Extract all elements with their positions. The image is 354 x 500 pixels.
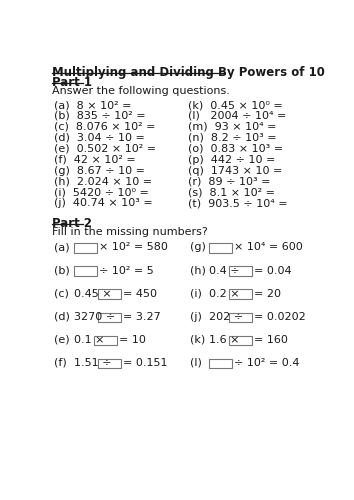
Text: (c)  8.076 × 10² =: (c) 8.076 × 10² = [53, 122, 155, 132]
Text: 0.4 ÷: 0.4 ÷ [209, 266, 239, 276]
Text: (g): (g) [190, 242, 206, 252]
Text: (d)  3.04 ÷ 10 =: (d) 3.04 ÷ 10 = [53, 133, 144, 143]
Text: (d): (d) [53, 312, 69, 322]
FancyBboxPatch shape [229, 336, 252, 345]
FancyBboxPatch shape [209, 244, 232, 252]
Text: = 3.27: = 3.27 [124, 312, 161, 322]
Text: (f): (f) [53, 358, 66, 368]
Text: (l)   2004 ÷ 10⁴ =: (l) 2004 ÷ 10⁴ = [188, 111, 287, 121]
Text: × 10⁴ = 600: × 10⁴ = 600 [234, 242, 303, 252]
Text: (a)  8 × 10² =: (a) 8 × 10² = [53, 100, 131, 110]
FancyBboxPatch shape [94, 336, 117, 345]
Text: 0.45 ×: 0.45 × [74, 288, 111, 298]
Text: (c): (c) [53, 288, 68, 298]
Text: 1.51 ÷: 1.51 ÷ [74, 358, 111, 368]
FancyBboxPatch shape [209, 359, 232, 368]
Text: = 20: = 20 [254, 288, 281, 298]
Text: (r)  89 ÷ 10³ =: (r) 89 ÷ 10³ = [188, 176, 271, 186]
Text: = 0.151: = 0.151 [124, 358, 168, 368]
Text: (i): (i) [190, 288, 202, 298]
Text: (k): (k) [190, 335, 205, 345]
Text: ÷ 10² = 5: ÷ 10² = 5 [99, 266, 154, 276]
Text: = 160: = 160 [254, 335, 288, 345]
Text: 1.6 ×: 1.6 × [209, 335, 239, 345]
Text: × 10² = 580: × 10² = 580 [99, 242, 168, 252]
Text: (f)  42 × 10² =: (f) 42 × 10² = [53, 154, 135, 164]
Text: 0.1 ×: 0.1 × [74, 335, 104, 345]
FancyBboxPatch shape [229, 312, 252, 322]
Text: (t)  903.5 ÷ 10⁴ =: (t) 903.5 ÷ 10⁴ = [188, 198, 288, 208]
Text: (e)  0.502 × 10² =: (e) 0.502 × 10² = [53, 144, 156, 154]
Text: = 10: = 10 [119, 335, 146, 345]
Text: (s)  8.1 × 10² =: (s) 8.1 × 10² = [188, 188, 275, 198]
FancyBboxPatch shape [74, 244, 97, 252]
FancyBboxPatch shape [74, 266, 97, 276]
Text: (p)  442 ÷ 10 =: (p) 442 ÷ 10 = [188, 154, 276, 164]
Text: Multiplying and Dividing By Powers of 10: Multiplying and Dividing By Powers of 10 [52, 66, 325, 79]
Text: = 0.04: = 0.04 [254, 266, 292, 276]
Text: Answer the following questions.: Answer the following questions. [52, 86, 230, 96]
Text: 0.2 ×: 0.2 × [209, 288, 239, 298]
Text: (k)  0.45 × 10⁰ =: (k) 0.45 × 10⁰ = [188, 100, 283, 110]
FancyBboxPatch shape [98, 290, 121, 298]
FancyBboxPatch shape [229, 290, 252, 298]
Text: Part 2: Part 2 [52, 217, 92, 230]
Text: Fill in the missing numbers?: Fill in the missing numbers? [52, 227, 208, 237]
FancyBboxPatch shape [229, 266, 252, 276]
Text: (a): (a) [53, 242, 69, 252]
Text: = 450: = 450 [124, 288, 158, 298]
Text: (n)  8.2 ÷ 10³ =: (n) 8.2 ÷ 10³ = [188, 133, 277, 143]
Text: (h)  2.024 × 10 =: (h) 2.024 × 10 = [53, 176, 152, 186]
Text: 3270 ÷: 3270 ÷ [74, 312, 115, 322]
Text: (e): (e) [53, 335, 69, 345]
Text: (j): (j) [190, 312, 202, 322]
Text: (b): (b) [53, 266, 69, 276]
Text: (b)  835 ÷ 10² =: (b) 835 ÷ 10² = [53, 111, 145, 121]
Text: (q)  1743 × 10 =: (q) 1743 × 10 = [188, 166, 283, 175]
Text: = 0.0202: = 0.0202 [254, 312, 306, 322]
Text: (i)  5420 ÷ 10⁰ =: (i) 5420 ÷ 10⁰ = [53, 188, 148, 198]
Text: (g)  8.67 ÷ 10 =: (g) 8.67 ÷ 10 = [53, 166, 144, 175]
Text: (j)  40.74 × 10³ =: (j) 40.74 × 10³ = [53, 198, 152, 208]
FancyBboxPatch shape [98, 359, 121, 368]
Text: (m)  93 × 10⁴ =: (m) 93 × 10⁴ = [188, 122, 277, 132]
FancyBboxPatch shape [98, 312, 121, 322]
Text: (o)  0.83 × 10³ =: (o) 0.83 × 10³ = [188, 144, 284, 154]
Text: (h): (h) [190, 266, 206, 276]
Text: (l): (l) [190, 358, 202, 368]
Text: ÷ 10² = 0.4: ÷ 10² = 0.4 [234, 358, 299, 368]
Text: 202 ÷: 202 ÷ [209, 312, 243, 322]
Text: Part 1: Part 1 [52, 76, 92, 89]
